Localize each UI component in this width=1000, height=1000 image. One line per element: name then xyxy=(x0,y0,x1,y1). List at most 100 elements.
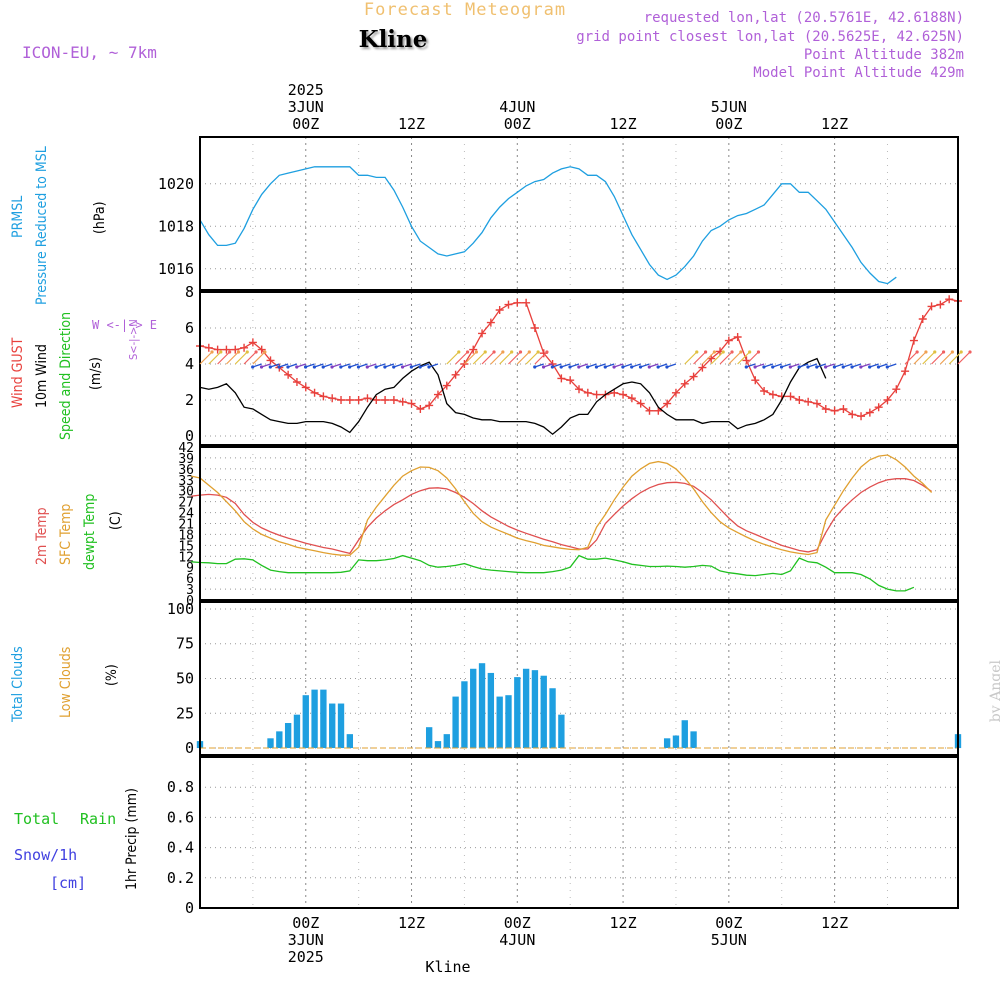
model-label: ICON-EU, ~ 7km xyxy=(22,43,157,62)
wind-direction-arrow xyxy=(948,351,962,365)
wind-arrow-head xyxy=(374,365,378,369)
gust-marker xyxy=(733,333,742,341)
wind-arrow-head xyxy=(383,365,387,369)
cloud-bar xyxy=(434,741,442,749)
gust-marker xyxy=(583,388,592,397)
gust-marker xyxy=(213,345,222,354)
gust-marker xyxy=(328,394,337,403)
cloud-bar xyxy=(346,734,354,749)
gust-marker xyxy=(698,363,707,372)
gust-marker xyxy=(927,302,936,311)
wind-arrow-head xyxy=(695,350,699,354)
requested-coords: requested lon,lat (20.5761E, 42.6188N) xyxy=(643,10,964,26)
wind-direction-arrow xyxy=(463,351,477,365)
wind-arrow-head xyxy=(277,365,281,369)
bottom-location-label: Kline xyxy=(425,958,470,976)
wind-direction-arrow xyxy=(199,351,213,365)
y-tick-label: 0.2 xyxy=(167,869,194,887)
gust-marker xyxy=(310,388,319,397)
wind-direction-arrow xyxy=(208,351,222,365)
gridpoint-coords: grid point closest lon,lat (20.5625E, 42… xyxy=(576,29,964,45)
gust-marker xyxy=(345,396,354,404)
gust-marker xyxy=(610,388,619,397)
gust-marker xyxy=(724,336,733,345)
gust-marker xyxy=(231,345,240,354)
y-tick-label: 0.4 xyxy=(167,839,194,857)
series-line xyxy=(199,298,959,417)
wind-direction-arrow xyxy=(737,351,751,365)
wind-direction-arrow xyxy=(931,351,944,365)
cloud-bar xyxy=(470,668,477,749)
y-tick-label: 0 xyxy=(185,899,194,917)
gust-marker xyxy=(284,370,293,379)
top-time-label: 5JUN xyxy=(711,98,747,116)
model-altitude: Model Point Altitude 429m xyxy=(753,65,964,81)
cloud-bar xyxy=(505,695,512,749)
wind-arrow-head xyxy=(577,365,581,369)
gust-marker xyxy=(407,399,416,408)
bottom-time-label: 12Z xyxy=(610,914,637,932)
cloud-bar xyxy=(267,738,274,749)
cloud-bar xyxy=(452,696,459,749)
wind-arrow-head xyxy=(219,350,223,354)
wind-arrow-head xyxy=(968,350,972,354)
gust-marker xyxy=(301,383,310,392)
wind-direction-arrow xyxy=(710,351,724,365)
gust-marker xyxy=(804,397,813,406)
panel-frame xyxy=(199,136,959,291)
wind-arrow-head xyxy=(259,365,264,369)
wind-arrow-head xyxy=(330,365,334,369)
wind-arrow-head xyxy=(536,350,540,354)
gust-marker xyxy=(389,396,398,404)
wind-arrow-head xyxy=(418,365,422,369)
gust-marker xyxy=(619,390,628,399)
wind-arrow-head xyxy=(286,365,290,369)
top-time-label: 3JUN xyxy=(288,98,324,116)
wind-direction-arrow xyxy=(226,351,239,365)
gust-marker xyxy=(513,298,522,307)
wind-arrow-head xyxy=(950,350,954,354)
wind-arrow-head xyxy=(779,365,784,369)
wind-arrow-head xyxy=(915,350,919,354)
wind-arrow-head xyxy=(533,365,537,369)
y-tick-label: 2 xyxy=(185,391,194,409)
gust-marker xyxy=(575,385,583,394)
rain-label-b: Rain xyxy=(80,810,117,828)
y-tick-label: 1020 xyxy=(158,175,194,193)
bottom-time-label: 00Z xyxy=(292,914,319,932)
bottom-time-label: 00Z xyxy=(715,914,742,932)
gust-marker xyxy=(486,318,495,327)
wind-direction-arrow xyxy=(534,351,548,365)
wind-arrow-head xyxy=(550,365,554,369)
wind-arrow-head xyxy=(797,365,801,369)
wind-direction-arrow xyxy=(728,351,742,365)
y-tick-label: 1018 xyxy=(158,217,194,235)
gust-marker xyxy=(469,345,478,354)
gust-marker xyxy=(848,410,857,419)
wind-arrow-head xyxy=(268,365,272,369)
gust-marker xyxy=(248,338,257,347)
cloud-bar xyxy=(540,675,547,749)
y-tick-label: 6 xyxy=(185,319,194,337)
compass-we: W <-|-> E xyxy=(92,318,158,332)
wind-arrow-head xyxy=(586,365,590,369)
gust-marker xyxy=(266,356,275,365)
wind-arrow-head xyxy=(647,365,651,369)
wind-direction-arrow xyxy=(525,351,539,365)
wind-arrow-head xyxy=(665,365,669,369)
gust-marker xyxy=(495,306,504,314)
gust-marker xyxy=(768,390,777,399)
y-tick-label: 27 xyxy=(178,496,194,511)
gust-marker xyxy=(892,385,901,394)
wind-direction-arrow xyxy=(684,351,698,365)
y-tick-label: 18 xyxy=(178,528,194,543)
gust-marker xyxy=(821,405,830,413)
wind-arrow-head xyxy=(656,365,660,369)
cloud-bar xyxy=(681,720,688,749)
wind-arrow-head xyxy=(568,365,572,369)
wind-arrow-head xyxy=(559,365,563,369)
wind-arrow-head xyxy=(612,365,616,369)
wind-arrow-head xyxy=(492,350,496,354)
wind-direction-arrow xyxy=(490,351,504,365)
y-tick-label: 50 xyxy=(176,670,194,688)
